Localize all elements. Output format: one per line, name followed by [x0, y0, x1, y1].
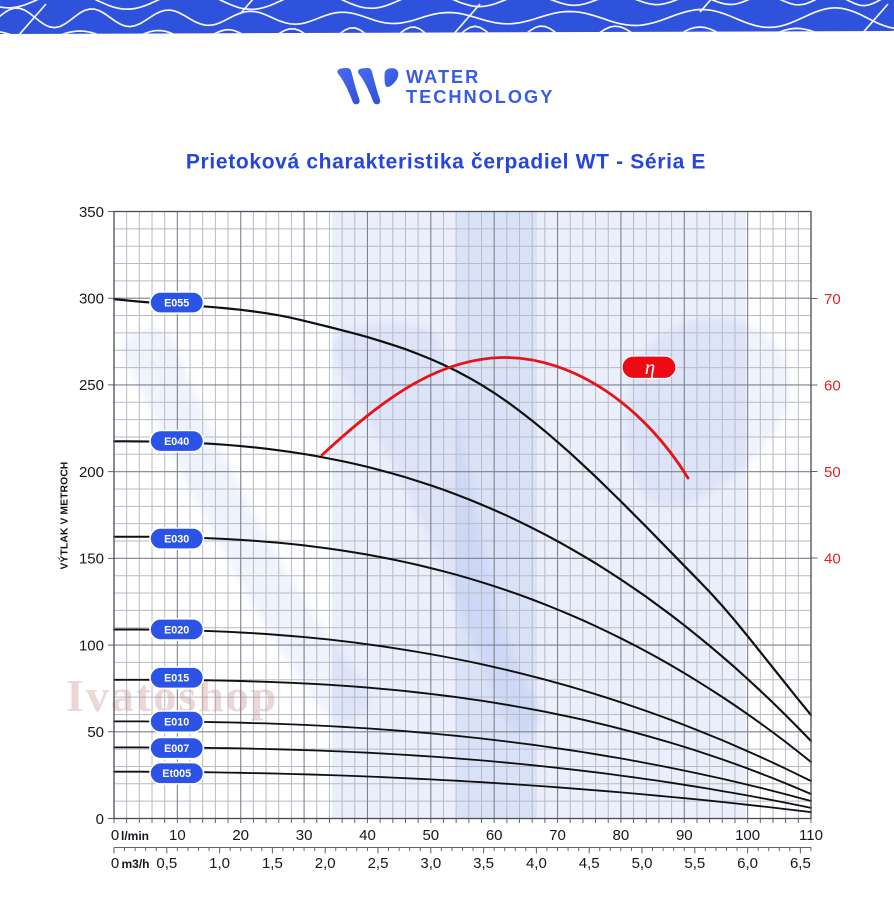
svg-text:100: 100 [79, 637, 104, 654]
svg-text:Prietoková charakteristika čer: Prietoková charakteristika čerpadiel WT … [186, 151, 706, 174]
svg-text:m3/h: m3/h [122, 857, 150, 871]
svg-text:TECHNOLOGY: TECHNOLOGY [406, 87, 554, 107]
svg-text:4,5: 4,5 [579, 855, 600, 872]
svg-text:60: 60 [824, 377, 841, 394]
svg-text:VÝTLAK V METROCH: VÝTLAK V METROCH [58, 462, 71, 570]
svg-text:0: 0 [111, 827, 119, 844]
svg-text:E010: E010 [164, 717, 189, 729]
svg-text:100: 100 [735, 827, 760, 844]
svg-text:0: 0 [111, 855, 119, 872]
svg-text:60: 60 [486, 827, 503, 844]
svg-text:E040: E040 [164, 436, 189, 448]
svg-text:3,5: 3,5 [473, 855, 494, 872]
svg-text:6,5: 6,5 [790, 855, 811, 872]
svg-text:300: 300 [79, 291, 104, 308]
svg-text:50: 50 [824, 464, 841, 481]
svg-text:70: 70 [549, 827, 566, 844]
svg-text:E030: E030 [164, 533, 189, 545]
svg-text:200: 200 [79, 464, 104, 481]
svg-text:4,0: 4,0 [526, 855, 547, 872]
svg-text:l/min: l/min [121, 829, 149, 843]
svg-text:η: η [645, 355, 655, 379]
svg-text:20: 20 [232, 827, 249, 844]
svg-text:0: 0 [96, 811, 104, 828]
svg-text:30: 30 [296, 827, 313, 844]
svg-text:10: 10 [169, 827, 186, 844]
svg-text:1,5: 1,5 [262, 855, 283, 872]
svg-text:WATER: WATER [406, 67, 480, 87]
svg-text:6,0: 6,0 [737, 855, 758, 872]
svg-text:E007: E007 [164, 743, 189, 755]
svg-text:80: 80 [613, 827, 630, 844]
svg-text:250: 250 [79, 377, 104, 394]
svg-text:90: 90 [676, 827, 693, 844]
svg-text:70: 70 [824, 291, 841, 308]
svg-text:2,0: 2,0 [315, 855, 336, 872]
svg-text:E015: E015 [164, 673, 189, 685]
svg-text:2,5: 2,5 [368, 855, 389, 872]
svg-text:350: 350 [79, 204, 104, 221]
svg-text:E020: E020 [164, 624, 189, 636]
svg-text:50: 50 [422, 827, 439, 844]
svg-text:40: 40 [824, 550, 841, 567]
svg-text:3,0: 3,0 [420, 855, 441, 872]
svg-text:E055: E055 [164, 297, 189, 309]
svg-text:150: 150 [79, 551, 104, 568]
svg-text:5,0: 5,0 [632, 855, 653, 872]
svg-text:0,5: 0,5 [156, 855, 177, 872]
svg-text:Et005: Et005 [162, 768, 191, 780]
svg-text:50: 50 [87, 724, 104, 741]
svg-text:5,5: 5,5 [684, 855, 705, 872]
svg-text:1,0: 1,0 [209, 855, 230, 872]
svg-text:110: 110 [799, 827, 823, 844]
svg-text:40: 40 [359, 827, 376, 844]
